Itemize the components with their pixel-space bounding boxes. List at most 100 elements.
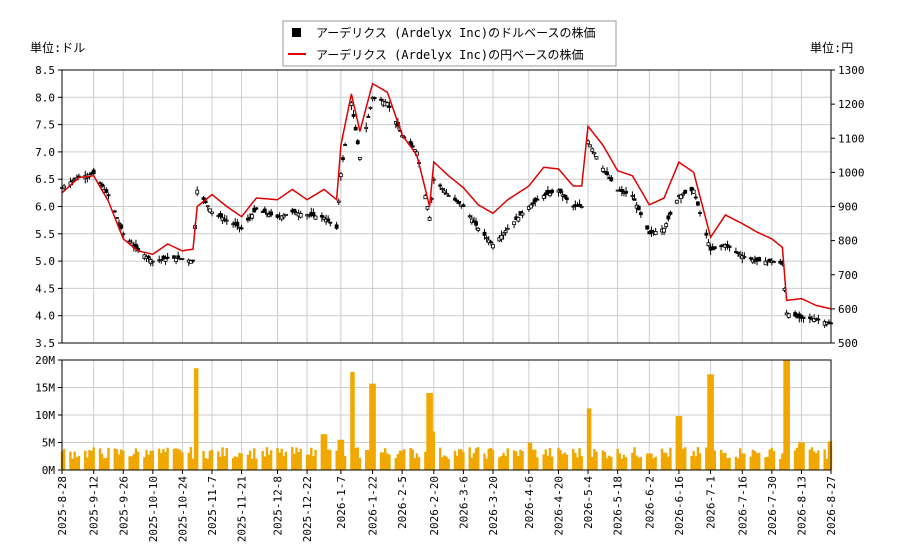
volume-bar [413, 458, 417, 470]
volume-bar [500, 456, 503, 470]
volume-bar [307, 454, 311, 470]
volume-bar [728, 457, 731, 470]
volume-bar [92, 447, 95, 470]
volume-bar [246, 454, 250, 470]
volume-bar [394, 457, 397, 470]
volume-bar [753, 450, 757, 470]
volume-bar [772, 450, 776, 470]
candle-body [609, 177, 614, 182]
candle-body [150, 260, 155, 263]
candle-body [529, 204, 533, 209]
volume-bar [605, 458, 609, 470]
candle-body [541, 195, 546, 199]
volume-bar [75, 457, 78, 470]
x-tick-label: 2025-10-10 [147, 476, 160, 542]
volume-bar [506, 448, 509, 470]
volume-bar [743, 453, 746, 470]
x-tick-label: 2025-12-8 [271, 476, 284, 536]
candle-body [195, 189, 200, 195]
candle-body [385, 102, 390, 107]
candle-body [662, 227, 667, 233]
volume-bar [430, 393, 433, 470]
volume-bar [176, 449, 180, 470]
volume-bar [352, 372, 355, 470]
volume-bar [329, 449, 332, 470]
volume-bar [483, 453, 486, 470]
volume-bar [324, 434, 328, 470]
candle-body [313, 215, 318, 220]
volume-bar [770, 447, 774, 470]
volume-bar [711, 374, 714, 470]
candle-body [630, 195, 635, 197]
candle-body [188, 260, 193, 264]
candle-body [689, 186, 694, 192]
candle-body [503, 230, 508, 234]
candle-body [353, 126, 358, 131]
candle-body [681, 193, 686, 196]
candle-body [531, 202, 536, 205]
candle-body [349, 102, 354, 106]
candle-body [491, 244, 495, 249]
volume-bar [164, 452, 167, 470]
candle-body [235, 221, 240, 227]
volume-bar [823, 449, 826, 470]
volume-bar [827, 441, 831, 470]
candle-body [366, 116, 371, 118]
volume-bar [491, 449, 495, 470]
volume-bar [755, 452, 759, 470]
volume-bar [618, 453, 621, 470]
volume-bar [335, 450, 338, 470]
volume-bar [310, 447, 313, 470]
volume-bar [453, 450, 457, 470]
jpy-price-line [61, 82, 832, 310]
x-tick-label: 2025-9-26 [117, 476, 130, 536]
volume-bar [136, 451, 140, 470]
volume-bar [757, 452, 761, 470]
volume-bar [71, 458, 74, 470]
candle-body [191, 259, 195, 262]
volume-bar [69, 451, 72, 470]
volume-bar [675, 416, 678, 470]
volume-bar [595, 451, 598, 470]
volume-bar [343, 455, 347, 470]
volume-bar [578, 448, 581, 470]
volume-bar [487, 448, 490, 470]
x-tick-label: 2026-1-22 [367, 476, 380, 536]
x-tick-label: 2026-1-7 [335, 476, 348, 529]
volume-bar [191, 458, 195, 470]
volume-bar [635, 455, 638, 470]
volume-bar [472, 453, 476, 470]
x-tick-label: 2026-2-5 [396, 476, 409, 529]
left-tick-label: 7.5 [35, 119, 55, 132]
candle-body [691, 189, 696, 194]
candle-body [619, 189, 624, 193]
volume-bar [698, 453, 702, 470]
x-tick-label: 2025-11-21 [236, 476, 249, 542]
right-tick-label: 800 [838, 235, 858, 248]
volume-bar [267, 454, 271, 470]
candle-body [636, 205, 641, 211]
candle-body [246, 217, 250, 221]
volume-bar [544, 449, 547, 470]
volume-tick-label: 20M [35, 354, 55, 367]
left-tick-label: 4.0 [35, 310, 55, 323]
candle-body [205, 205, 210, 208]
volume-bar [603, 451, 607, 470]
volume-bar [726, 458, 729, 470]
volume-bar [219, 456, 222, 470]
volume-bar [470, 457, 474, 470]
volume-bar [86, 457, 89, 470]
x-tick-label: 2025-9-12 [88, 476, 101, 536]
volume-bar [379, 452, 383, 470]
volume-bar [369, 383, 372, 470]
volume-bar [326, 449, 330, 470]
candle-body [351, 114, 356, 117]
x-tick-label: 2026-6-16 [673, 476, 686, 536]
volume-bar [652, 458, 655, 470]
volume-bar [424, 451, 427, 470]
volume-bar [736, 458, 740, 470]
volume-bar [166, 447, 169, 470]
candle-body [440, 188, 445, 190]
candle-body [501, 232, 506, 236]
volume-bar [808, 449, 812, 470]
